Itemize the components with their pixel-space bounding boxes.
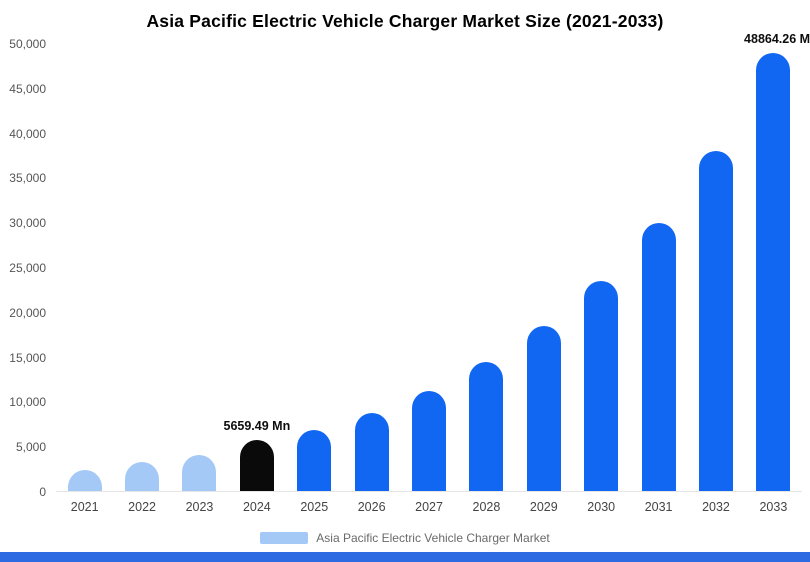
y-tick-label: 25,000 xyxy=(9,261,46,275)
y-tick-label: 5,000 xyxy=(15,440,46,455)
chart-title: Asia Pacific Electric Vehicle Charger Ma… xyxy=(146,11,664,31)
x-tick-label-2027: 2027 xyxy=(415,500,443,514)
y-tick-label: 45,000 xyxy=(9,81,46,96)
x-tick-label-2023: 2023 xyxy=(185,500,214,514)
data-label-2024: 5659.49 Mn xyxy=(223,419,291,434)
y-tick-label: 50,000 xyxy=(9,37,46,51)
plot-area: 5659.49 Mn 48864.26 M xyxy=(56,32,810,492)
bar-2026 xyxy=(354,413,389,491)
bar-2027 xyxy=(412,390,447,491)
legend: Asia Pacific Electric Vehicle Charger Ma… xyxy=(0,531,810,545)
bar-slot-2027 xyxy=(400,44,457,491)
bar-2022 xyxy=(125,462,160,491)
y-tick-label: 0 xyxy=(39,485,46,499)
chart-area: 0 5,000 10,000 15,000 20,000 25,000 30,000 35,0… xyxy=(6,32,810,499)
bar-2023 xyxy=(182,455,217,491)
bar-slot-2032 xyxy=(687,44,744,491)
x-tick-label-2031: 2031 xyxy=(644,500,673,514)
x-tick-label-2022: 2022 xyxy=(128,500,156,514)
bar-slot-2030 xyxy=(573,44,630,491)
y-tick-label: 35,000 xyxy=(9,171,46,186)
y-axis: 0 5,000 10,000 15,000 20,000 25,000 30,000 35,0… xyxy=(6,37,56,499)
bar-2024 xyxy=(239,440,274,491)
bar-slot-2025 xyxy=(286,44,343,491)
bar-slot-2033: 48864.26 M xyxy=(744,32,810,491)
bar-slot-2029 xyxy=(515,44,572,491)
x-tick-label-2030: 2030 xyxy=(587,500,616,514)
bar-2030 xyxy=(584,281,619,491)
bar-slot-2022 xyxy=(113,44,170,491)
bar-2025 xyxy=(297,430,332,491)
x-tick-label-2021: 2021 xyxy=(70,500,99,514)
data-label-2033: 48864.26 M xyxy=(744,32,810,47)
legend-swatch xyxy=(260,532,309,544)
x-tick-label-2029: 2029 xyxy=(529,500,558,514)
bar-slot-2023 xyxy=(171,44,228,491)
x-tick-label-2033: 2033 xyxy=(759,500,788,514)
bar-2028 xyxy=(469,362,504,491)
bar-2033 xyxy=(756,53,791,491)
bar-2032 xyxy=(698,150,733,491)
y-tick-label: 15,000 xyxy=(9,350,46,365)
bar-slot-2026 xyxy=(343,44,400,491)
x-tick-label-2026: 2026 xyxy=(357,500,386,514)
x-tick-label-2032: 2032 xyxy=(702,500,730,514)
y-tick-label: 30,000 xyxy=(9,216,46,231)
y-tick-label: 10,000 xyxy=(9,395,46,410)
legend-label: Asia Pacific Electric Vehicle Charger Ma… xyxy=(316,531,550,545)
bar-slot-2024: 5659.49 Mn xyxy=(224,44,290,491)
y-tick-label: 20,000 xyxy=(9,305,46,320)
bar-slot-2021 xyxy=(56,44,113,491)
bar-slot-2028 xyxy=(458,44,515,491)
footer-bar xyxy=(0,552,810,562)
bar-slot-2031 xyxy=(630,44,687,491)
bar-2029 xyxy=(526,326,561,491)
x-tick-label-2024: 2024 xyxy=(242,500,271,514)
bar-2031 xyxy=(641,223,676,491)
y-tick-label: 40,000 xyxy=(9,126,46,141)
x-tick-label-2025: 2025 xyxy=(300,500,329,514)
x-axis-labels: 2021 2022 2023 2024 2025 2026 2027 2028 2029 2030… xyxy=(56,500,802,514)
x-tick-label-2028: 2028 xyxy=(472,500,501,514)
bar-2021 xyxy=(67,469,102,491)
